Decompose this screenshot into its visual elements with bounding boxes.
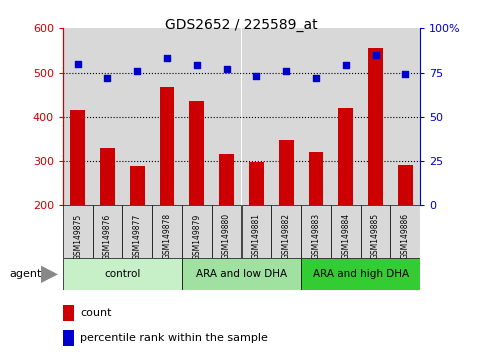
Bar (242, 28, 271, 205)
Bar (368, 48, 383, 205)
Text: GSM149884: GSM149884 (341, 213, 350, 259)
Text: GSM149880: GSM149880 (222, 213, 231, 259)
Bar (63, 28, 93, 205)
Text: GDS2652 / 225589_at: GDS2652 / 225589_at (165, 18, 318, 32)
Text: ARA and high DHA: ARA and high DHA (313, 269, 409, 279)
Text: GSM149877: GSM149877 (133, 213, 142, 259)
Bar (331, 28, 361, 205)
Bar (398, 165, 413, 205)
Text: GSM149876: GSM149876 (103, 213, 112, 259)
Point (372, 52, 380, 58)
Bar (271, 28, 301, 205)
Bar (182, 205, 212, 258)
Bar (63, 258, 182, 290)
Bar (122, 205, 152, 258)
Bar (390, 205, 420, 258)
Bar (301, 28, 331, 205)
Bar (331, 205, 361, 258)
Bar (301, 258, 420, 290)
Bar (249, 162, 264, 205)
Text: GSM149885: GSM149885 (371, 213, 380, 259)
Bar (93, 28, 122, 205)
Bar (212, 28, 242, 205)
Bar (122, 28, 152, 205)
Point (282, 68, 290, 74)
Bar (338, 108, 353, 205)
Bar (219, 154, 234, 205)
Bar (182, 28, 212, 205)
Point (342, 63, 350, 68)
Bar (63, 305, 74, 321)
Text: GSM149883: GSM149883 (312, 213, 320, 259)
Bar (309, 152, 324, 205)
Text: ARA and low DHA: ARA and low DHA (196, 269, 287, 279)
Bar (271, 205, 301, 258)
Bar (189, 101, 204, 205)
Text: GSM149886: GSM149886 (401, 213, 410, 259)
Bar (182, 258, 301, 290)
Point (104, 75, 112, 81)
Bar (242, 205, 271, 258)
Bar (159, 87, 174, 205)
Point (193, 63, 201, 68)
Bar (63, 330, 74, 346)
Point (163, 56, 171, 61)
Bar (390, 28, 420, 205)
Text: GSM149878: GSM149878 (163, 213, 171, 259)
Bar (93, 205, 122, 258)
Polygon shape (41, 266, 58, 283)
Text: GSM149875: GSM149875 (73, 213, 82, 259)
Text: GSM149881: GSM149881 (252, 213, 261, 259)
Bar (70, 110, 85, 205)
Bar (63, 205, 93, 258)
Text: GSM149879: GSM149879 (192, 213, 201, 259)
Text: control: control (104, 269, 141, 279)
Bar (130, 166, 145, 205)
Bar (152, 205, 182, 258)
Bar (152, 28, 182, 205)
Text: GSM149882: GSM149882 (282, 213, 291, 259)
Point (312, 75, 320, 81)
Text: count: count (80, 308, 112, 318)
Point (401, 72, 409, 77)
Point (74, 61, 82, 67)
Bar (361, 28, 390, 205)
Bar (301, 205, 331, 258)
Point (133, 68, 141, 74)
Point (223, 66, 230, 72)
Bar (279, 140, 294, 205)
Bar (361, 205, 390, 258)
Text: percentile rank within the sample: percentile rank within the sample (80, 333, 268, 343)
Bar (212, 205, 242, 258)
Point (253, 73, 260, 79)
Bar (100, 148, 115, 205)
Text: agent: agent (10, 269, 42, 279)
